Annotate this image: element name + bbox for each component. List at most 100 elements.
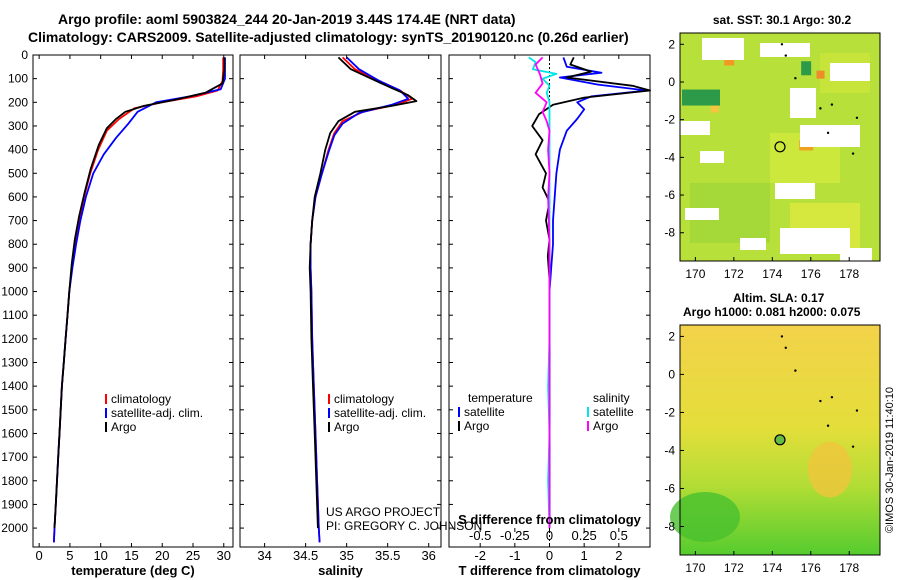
difference-panel: -2 -1 0 1 2T difference from climatology -0.5… [448,54,651,578]
y-tick-label: 1400 [1,379,28,393]
island [819,399,822,403]
y-tick-label: 1300 [1,356,28,370]
temperature-frame [32,54,234,548]
island [826,424,830,427]
t-difference-x-label: T difference from climatology [458,563,641,578]
y-tick-label: 1200 [1,332,28,346]
sla-map: 170 172 174 176 178 2 0 -2 -4 -6 -8 [664,324,881,575]
temperature-panel: 0100200300400500600700800900100011001200… [1,48,234,578]
map-lon-label: 178 [839,561,859,575]
legend-label: Argo [593,419,619,433]
island [780,335,784,338]
sst-cool-patch [801,61,812,76]
y-tick-label: 2000 [1,521,28,535]
y-tick-label: 800 [8,237,28,251]
y-tick-label: 1600 [1,426,28,440]
y-tick-label: 1100 [2,308,28,322]
s-diff-x-tick-label: -0.5 [469,528,491,543]
temperature-x-tick-label: 5 [66,548,73,563]
temperature-series-line [53,57,226,543]
sst-cloud-gap [760,43,810,57]
island [851,445,855,448]
s-difference-x-label: S difference from climatology [458,512,642,527]
imos-credit: ©IMOS 30-Jan-2019 11:40:10 [884,387,896,533]
difference-series-line [548,57,648,529]
map-lat-label: -2 [664,405,675,419]
salinity-x-tick-label: 36 [421,548,435,563]
salinity-x-tick-label: 35 [339,548,353,563]
sst-cloud-gap [780,228,850,254]
sst-warm-spot [724,57,735,66]
salinity-x-label: salinity [318,563,364,578]
temperature-x-tick-label: 25 [186,548,200,563]
legend-label: satellite-adj. clim. [334,406,426,420]
argo-float-marker [774,141,786,153]
credit-project: US ARGO PROJECT [326,505,441,519]
island [780,43,784,46]
island [794,369,797,372]
sst-cloud-gap [800,125,860,147]
credit-pi: PI: GREGORY C. JOHNSON [326,519,482,533]
t-diff-x-tick-label: 0 [546,548,553,563]
y-tick-label: 1500 [1,403,28,417]
salinity-series-line [308,56,418,529]
sst-cloud-gap [685,208,719,220]
temperature-x-tick-label: 20 [155,548,169,563]
map-lon-label: 172 [724,267,744,281]
salinity-panel: 34 34.5 35 35.5 36 salinity climatologysatelli… [239,54,482,578]
sst-cool-patch [682,89,720,106]
sla-map-title-line1: Altim. SLA: 0.17 [733,291,825,305]
s-diff-x-tick-label: -0.25 [500,528,530,543]
map-lon-label: 170 [685,561,705,575]
legend-label: Argo [334,420,360,434]
legend-label: satellite [464,405,505,419]
s-diff-x-tick-label: 0 [546,528,553,543]
sst-cloud-gap [702,38,744,60]
map-lat-label: -8 [664,519,675,533]
salinity-x-tick-label: 34.5 [293,548,318,563]
island [826,131,830,135]
y-tick-label: 400 [8,143,28,157]
sst-cloud-gap [680,121,710,135]
salinity-series-line [309,56,410,543]
y-tick-label: 500 [8,166,28,180]
salinity-frame [239,54,442,548]
sst-cloud-gap [700,151,724,163]
y-tick-label: 300 [8,119,28,133]
island [855,116,859,119]
map-frame [679,32,881,262]
y-tick-label: 200 [8,95,28,109]
sla-map-title-line2: Argo h1000: 0.081 h2000: 0.075 [683,305,861,319]
s-diff-x-tick-label: 0.25 [571,528,596,543]
salinity-x-tick-label: 35.5 [375,548,400,563]
map-lat-label: -4 [664,443,675,457]
temperature-series-line [53,57,226,529]
map-lat-label: 2 [668,37,675,51]
legend-title-salinity: salinity [593,391,630,405]
y-tick-label: 1700 [1,450,28,464]
temperature-series-line [53,57,225,543]
map-lat-label: 2 [668,329,675,343]
sst-warm-spot [710,104,719,113]
t-diff-x-tick-label: -1 [509,548,521,563]
island [784,54,787,57]
map-lon-label: 170 [685,267,705,281]
temperature-x-tick-label: 10 [93,548,107,563]
salinity-x-tick-label: 34 [257,548,271,563]
map-lat-label: 0 [668,367,675,381]
s-diff-x-tick-label: 0.5 [610,528,628,543]
y-tick-label: 1800 [1,474,28,488]
map-lon-label: 178 [839,267,859,281]
salinity-series-line [309,56,414,543]
legend-title-temperature: temperature [468,391,533,405]
sla-low [670,491,740,542]
y-tick-label: 1000 [1,285,28,299]
t-diff-x-tick-label: 1 [581,548,588,563]
map-lat-label: -4 [664,150,675,164]
island [830,396,834,399]
island [830,103,834,106]
legend-label: satellite-adj. clim. [111,406,203,420]
map-lon-label: 176 [801,561,821,575]
island [855,409,859,412]
